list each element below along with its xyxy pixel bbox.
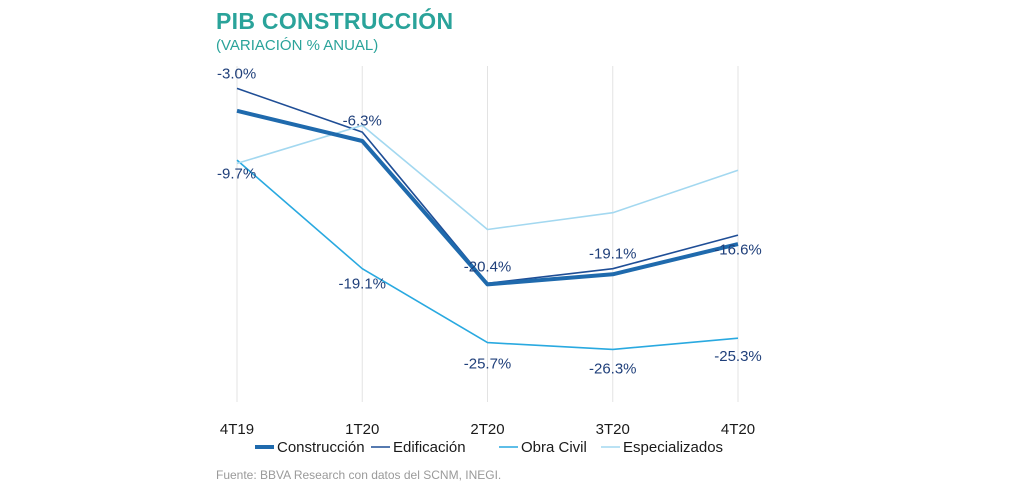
x-tick-label: 4T19 <box>220 421 254 438</box>
data-label: -20.4% <box>464 258 512 275</box>
grid-lines <box>236 66 739 402</box>
x-tick-label: 2T20 <box>470 421 504 438</box>
data-label: -19.1% <box>589 246 637 263</box>
data-label: -25.7% <box>464 356 512 373</box>
x-tick-label: 3T20 <box>596 421 630 438</box>
legend-label: Construcción <box>277 439 365 456</box>
data-label: -19.1% <box>338 276 386 293</box>
data-label: -9.7% <box>217 165 256 182</box>
source-note: Fuente: BBVA Research con datos del SCNM… <box>216 468 502 482</box>
legend: Construcción Edificación Obra Civil Especia… <box>255 439 723 456</box>
x-axis-ticks: 4T19 1T20 2T20 3T20 4T20 <box>220 421 755 438</box>
x-tick-label: 4T20 <box>721 421 755 438</box>
chart-subtitle: (VARIACIÓN % ANUAL) <box>216 37 379 54</box>
x-tick-label: 1T20 <box>345 421 379 438</box>
legend-label: Obra Civil <box>521 439 587 456</box>
data-label: -25.3% <box>714 348 762 365</box>
series-line-especializados <box>236 124 739 231</box>
data-label: -26.3% <box>589 360 637 377</box>
chart-title: PIB CONSTRUCCIÓN <box>216 8 454 34</box>
legend-label: Edificación <box>393 439 466 456</box>
data-label: -3.0% <box>217 65 256 82</box>
series-line-obra-civil <box>236 159 739 351</box>
legend-label: Especializados <box>623 439 723 456</box>
data-labels: -3.0% -9.7% -6.3% -19.1% -20.4% -25.7% -19.1% -… <box>217 65 762 377</box>
series-line-construcción <box>236 108 739 287</box>
data-label: -16.6% <box>714 242 762 259</box>
data-label: -6.3% <box>343 112 382 129</box>
series-lines <box>236 87 739 351</box>
